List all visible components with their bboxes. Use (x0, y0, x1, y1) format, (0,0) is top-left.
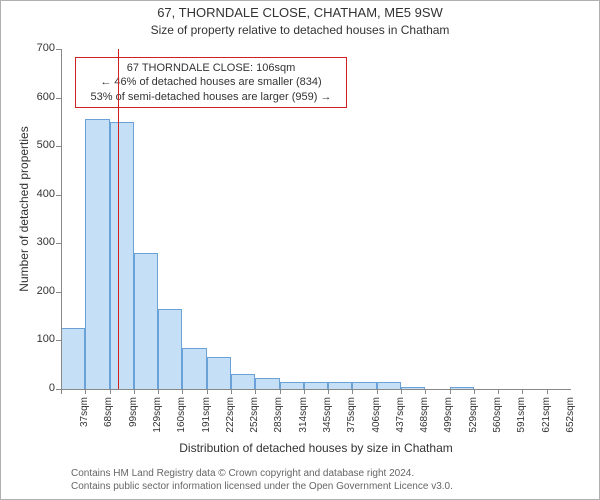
chart-container: 67, THORNDALE CLOSE, CHATHAM, ME5 9SW Si… (0, 0, 600, 500)
x-tick-label: 406sqm (371, 397, 382, 441)
annotation-line: 67 THORNDALE CLOSE: 106sqm (82, 61, 340, 75)
x-tick-label: 37sqm (79, 397, 90, 441)
histogram-bar (377, 382, 401, 389)
y-tick-mark (56, 340, 61, 341)
x-tick-label: 621sqm (541, 397, 552, 441)
footer-line-2: Contains public sector information licen… (71, 480, 453, 493)
x-tick-label: 160sqm (176, 397, 187, 441)
histogram-bar (231, 374, 255, 389)
x-tick-label: 437sqm (395, 397, 406, 441)
x-tick-mark (255, 389, 256, 394)
footer-line-1: Contains HM Land Registry data © Crown c… (71, 467, 453, 480)
chart-title: Size of property relative to detached ho… (1, 23, 599, 37)
x-tick-label: 468sqm (419, 397, 430, 441)
histogram-bar (304, 382, 328, 389)
x-tick-mark (352, 389, 353, 394)
y-tick-mark (56, 146, 61, 147)
y-axis-line (61, 49, 62, 389)
x-tick-label: 222sqm (225, 397, 236, 441)
y-tick-label: 300 (25, 236, 55, 248)
histogram-bar (182, 348, 206, 389)
x-tick-label: 591sqm (516, 397, 527, 441)
histogram-bar (280, 382, 304, 389)
histogram-bar (158, 309, 182, 389)
x-tick-mark (158, 389, 159, 394)
chart-supertitle: 67, THORNDALE CLOSE, CHATHAM, ME5 9SW (1, 5, 599, 20)
y-tick-mark (56, 98, 61, 99)
x-tick-label: 314sqm (298, 397, 309, 441)
annotation-line: 53% of semi-detached houses are larger (… (82, 90, 340, 104)
x-tick-label: 345sqm (322, 397, 333, 441)
x-tick-mark (522, 389, 523, 394)
x-tick-mark (207, 389, 208, 394)
histogram-bar (134, 253, 158, 389)
x-tick-mark (401, 389, 402, 394)
marker-line (118, 49, 119, 389)
x-tick-label: 68sqm (103, 397, 114, 441)
histogram-bar (255, 378, 279, 389)
histogram-bar (85, 119, 109, 389)
x-tick-label: 283sqm (273, 397, 284, 441)
histogram-bar (328, 382, 352, 389)
histogram-bar (61, 328, 85, 389)
histogram-bar (110, 122, 134, 389)
x-tick-label: 375sqm (346, 397, 357, 441)
x-tick-mark (328, 389, 329, 394)
x-axis-line (61, 389, 571, 390)
x-tick-label: 191sqm (201, 397, 212, 441)
histogram-bar (352, 382, 376, 389)
x-tick-mark (134, 389, 135, 394)
x-tick-mark (280, 389, 281, 394)
x-axis-label: Distribution of detached houses by size … (61, 441, 571, 455)
footer-attribution: Contains HM Land Registry data © Crown c… (71, 467, 453, 493)
x-tick-label: 129sqm (152, 397, 163, 441)
x-tick-mark (231, 389, 232, 394)
x-tick-label: 499sqm (443, 397, 454, 441)
y-tick-label: 600 (25, 91, 55, 103)
annotation-box: 67 THORNDALE CLOSE: 106sqm← 46% of detac… (75, 57, 347, 108)
x-tick-label: 560sqm (492, 397, 503, 441)
x-tick-mark (474, 389, 475, 394)
y-tick-mark (56, 243, 61, 244)
y-tick-mark (56, 292, 61, 293)
x-tick-mark (498, 389, 499, 394)
y-tick-label: 100 (25, 333, 55, 345)
y-tick-label: 200 (25, 285, 55, 297)
x-tick-mark (85, 389, 86, 394)
y-tick-label: 700 (25, 42, 55, 54)
x-tick-mark (547, 389, 548, 394)
x-tick-label: 529sqm (468, 397, 479, 441)
x-tick-label: 99sqm (128, 397, 139, 441)
y-tick-mark (56, 195, 61, 196)
x-tick-mark (304, 389, 305, 394)
x-tick-label: 652sqm (565, 397, 576, 441)
x-tick-mark (61, 389, 62, 394)
y-tick-mark (56, 49, 61, 50)
histogram-bar (207, 357, 231, 389)
x-tick-mark (182, 389, 183, 394)
y-tick-label: 500 (25, 139, 55, 151)
x-tick-mark (450, 389, 451, 394)
x-tick-mark (377, 389, 378, 394)
x-tick-label: 252sqm (249, 397, 260, 441)
x-tick-mark (110, 389, 111, 394)
annotation-line: ← 46% of detached houses are smaller (83… (82, 75, 340, 89)
y-tick-label: 0 (25, 382, 55, 394)
x-tick-mark (425, 389, 426, 394)
y-tick-label: 400 (25, 188, 55, 200)
